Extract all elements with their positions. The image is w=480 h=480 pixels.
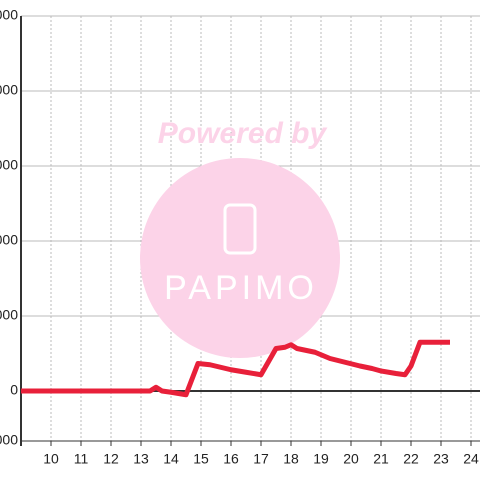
x-tick-label: 16 (223, 451, 239, 467)
x-tick-label: 10 (43, 451, 59, 467)
x-tick-label: 24 (463, 451, 479, 467)
x-tick-label: 15 (193, 451, 209, 467)
watermark: Powered by PAPIMO (140, 117, 340, 358)
data-line (21, 339, 450, 398)
y-tick-label: 0 (10, 382, 18, 398)
watermark-logo: PAPIMO (164, 269, 318, 307)
y-tick-label: 90,000 (0, 157, 18, 173)
y-tick-label: 60,000 (0, 232, 18, 248)
x-tick-label: 14 (163, 451, 179, 467)
y-tick-label: -20,000 (0, 432, 18, 448)
x-tick-label: 17 (253, 451, 269, 467)
watermark-icon (223, 203, 257, 255)
y-tick-label: 150,000 (0, 7, 18, 23)
x-tick-label: 12 (103, 451, 119, 467)
x-tick-label: 11 (74, 451, 89, 467)
y-tick-label: 120,000 (0, 82, 18, 98)
x-tick-label: 19 (313, 451, 329, 467)
x-tick-label: 22 (403, 451, 419, 467)
watermark-circle (140, 158, 340, 358)
y-tick-label: 30,000 (0, 307, 18, 323)
x-tick-label: 13 (133, 451, 149, 467)
x-tick-label: 18 (283, 451, 299, 467)
x-tick-label: 23 (433, 451, 449, 467)
x-tick-label: 21 (373, 451, 389, 467)
watermark-caption: Powered by (158, 117, 328, 150)
x-tick-label: 20 (343, 451, 359, 467)
